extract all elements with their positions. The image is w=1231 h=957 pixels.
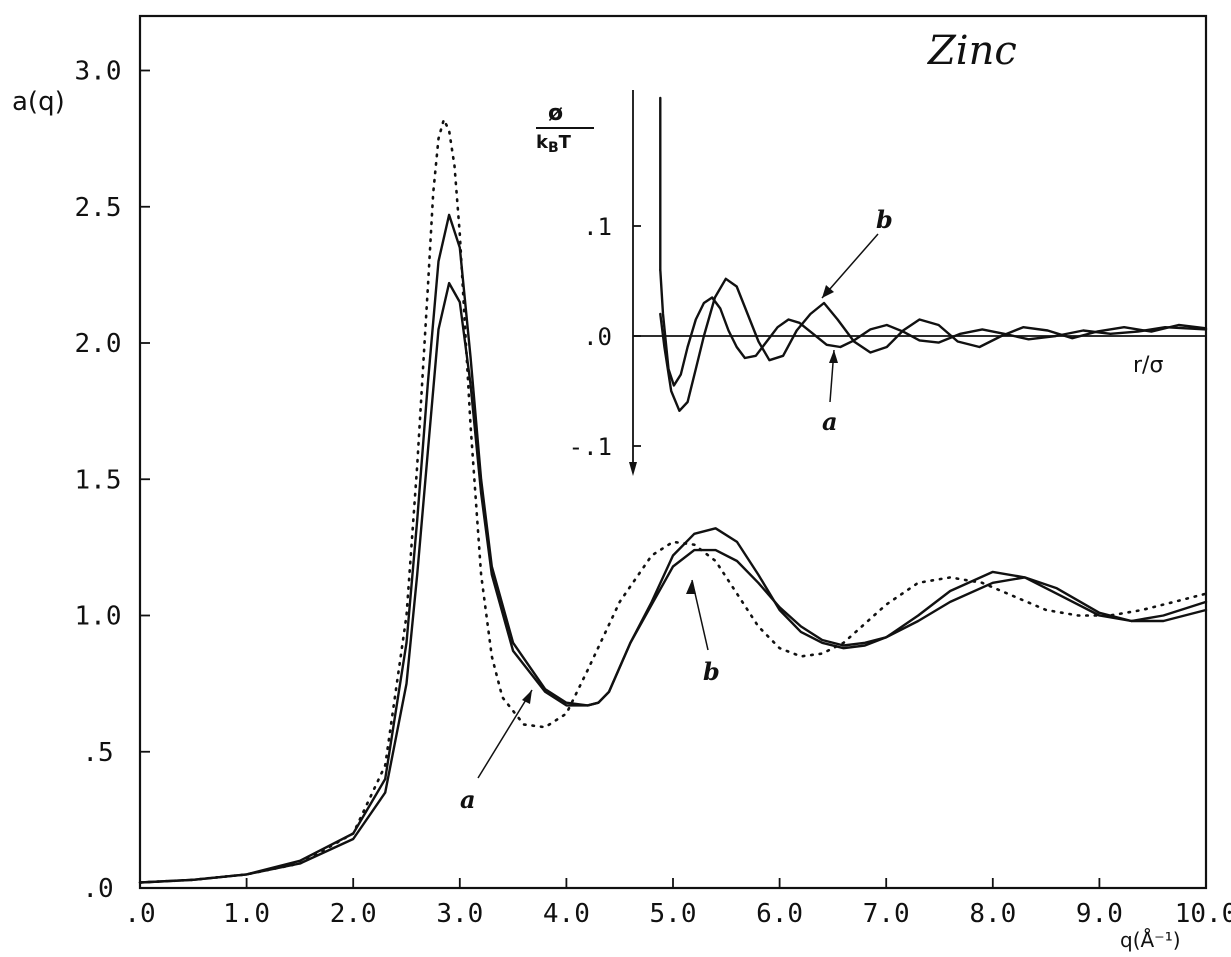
x-tick-label: 4.0	[543, 899, 590, 929]
x-tick-label: 6.0	[756, 899, 803, 929]
y-tick-label: 2.5	[75, 193, 122, 223]
inset-annotation-a-label: a	[822, 407, 838, 436]
inset-y-axis-arrowhead	[629, 462, 637, 476]
y-tick-label: .5	[82, 738, 113, 768]
inset-annotation-b-arrow	[821, 233, 879, 299]
series-line-a	[138, 213, 1208, 884]
inset-potential-plot: .1 .0 -.1 ø kBT r/σ Zinc b a	[536, 28, 1208, 476]
inset-axis-ticks: .1 .0 -.1	[569, 213, 641, 461]
y-tick-label: 1.0	[75, 602, 122, 632]
annotation-b-arrowhead	[686, 580, 696, 594]
y-tick-label: .0	[82, 874, 113, 904]
inset-series-line-a	[659, 268, 1208, 387]
x-tick-label: 5.0	[650, 899, 697, 929]
inset-curves	[659, 96, 1208, 412]
inset-annotation-b-arrowhead	[822, 285, 834, 298]
inset-y-tick-label: -.1	[569, 433, 612, 461]
inset-y-tick-label: .1	[583, 213, 612, 241]
annotation-a-label: a	[460, 785, 476, 814]
main-curves	[138, 115, 1208, 884]
inset-series-line-b	[659, 277, 1208, 412]
x-tick-label: 10.0	[1175, 899, 1231, 929]
series-line-experiment	[138, 115, 1208, 884]
inset-annotation-a-arrowhead	[829, 350, 838, 363]
x-tick-label: 7.0	[863, 899, 910, 929]
main-x-axis-title: q(Å⁻¹)	[1120, 928, 1181, 952]
main-annotation-a: a	[460, 689, 533, 814]
inset-annotation-b-label: b	[876, 205, 893, 234]
series-line-b	[138, 281, 1208, 884]
main-y-axis-title: a(q)	[12, 87, 65, 117]
annotation-a-arrow	[477, 689, 533, 779]
main-plot-frame	[138, 14, 1208, 890]
x-tick-label: 8.0	[969, 899, 1016, 929]
main-axis-ticks: .0 1.0 2.0 3.0 4.0 5.0 6.0 7.0 8.0 9.0 10.0 .0 .5 1.0…	[75, 57, 1231, 930]
y-tick-label: 2.0	[75, 329, 122, 359]
y-tick-label: 3.0	[75, 57, 122, 87]
inset-title-zinc: Zinc	[926, 28, 1017, 74]
inset-y-axis-title-numerator: ø	[548, 101, 563, 126]
annotation-a-arrowhead	[522, 690, 532, 704]
y-tick-label: 1.5	[75, 465, 122, 495]
x-tick-label: 9.0	[1076, 899, 1123, 929]
main-annotation-b: b	[686, 579, 720, 686]
inset-annotation-a: a	[822, 349, 838, 436]
inset-y-axis-title: ø kBT	[536, 101, 594, 156]
x-tick-label: 3.0	[436, 899, 483, 929]
inset-y-axis-title-denominator: kBT	[536, 132, 572, 156]
annotation-b-label: b	[703, 657, 720, 686]
x-tick-label: .0	[124, 899, 155, 929]
inset-annotation-b: b	[821, 205, 893, 299]
x-tick-label: 1.0	[223, 899, 270, 929]
x-tick-label: 2.0	[330, 899, 377, 929]
inset-y-tick-label: .0	[583, 323, 612, 351]
inset-x-axis-title: r/σ	[1133, 353, 1163, 378]
